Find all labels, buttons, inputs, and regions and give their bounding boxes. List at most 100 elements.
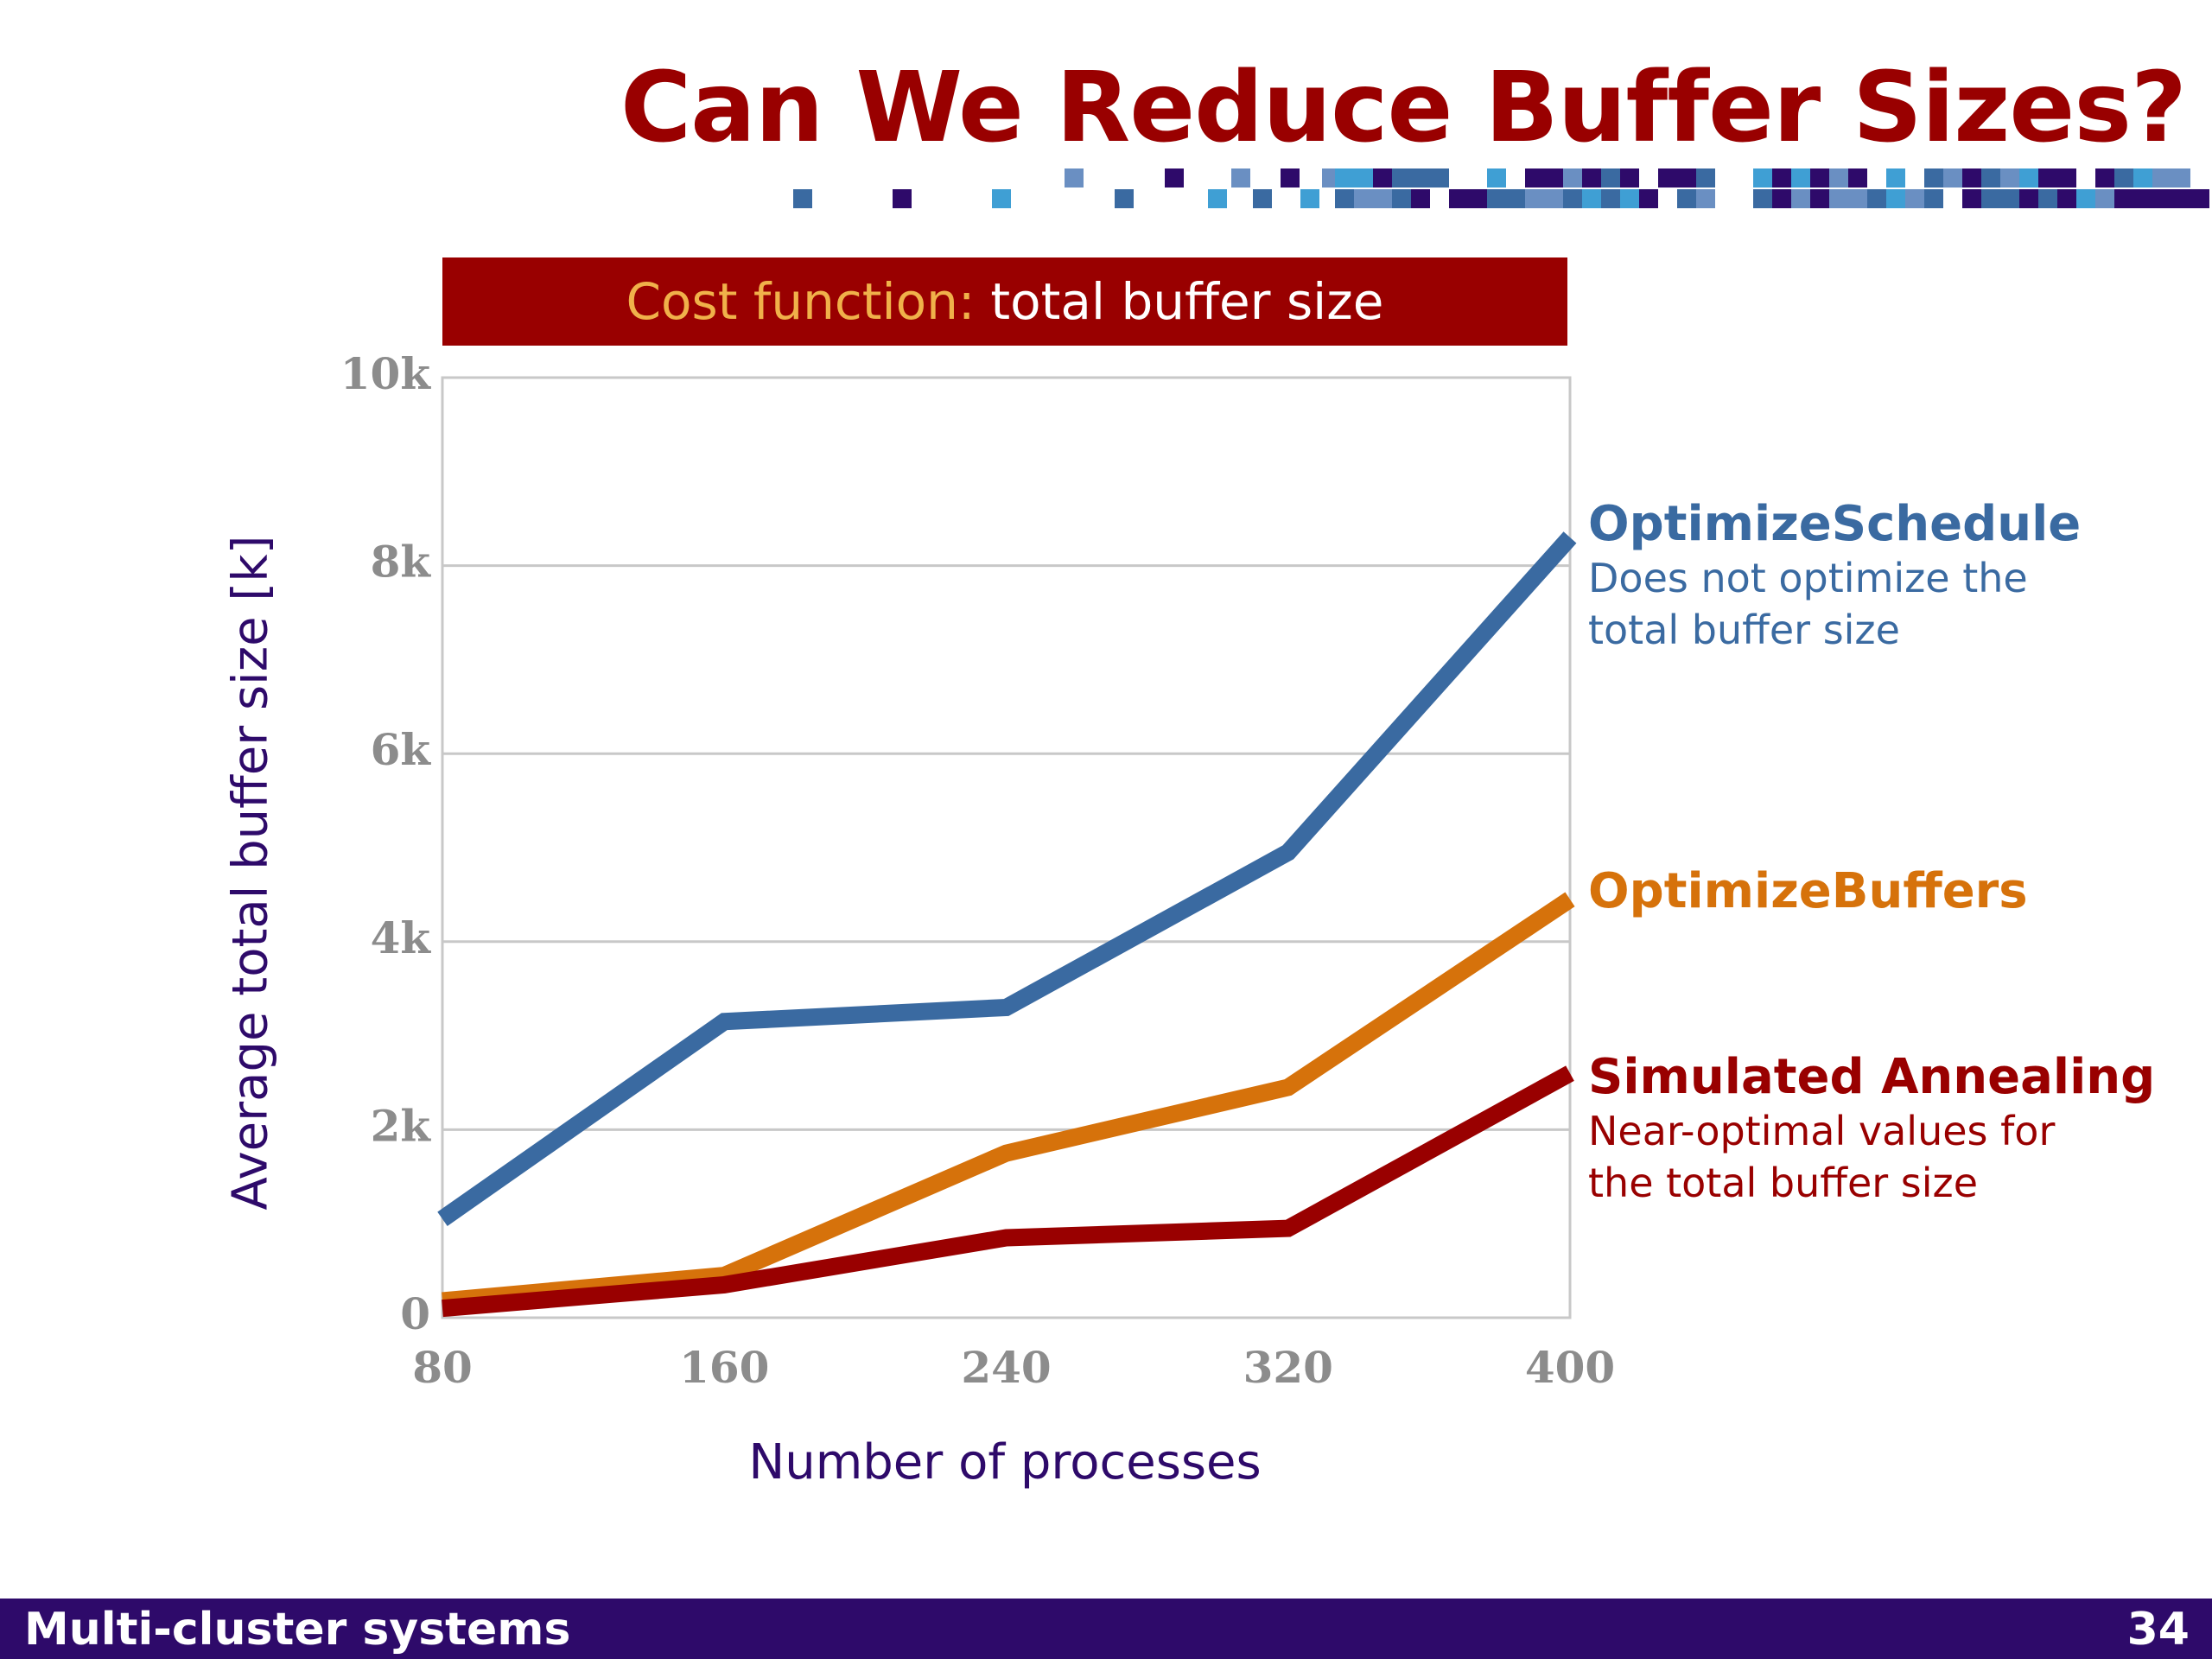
decorative-square-strip	[793, 168, 2209, 208]
decor-square	[2171, 189, 2190, 208]
decor-square	[1281, 168, 1300, 188]
x-tick-label: 80	[412, 1342, 473, 1393]
decor-square	[1253, 189, 1272, 208]
y-tick-label: 10k	[340, 348, 432, 399]
decor-square	[1943, 168, 1962, 188]
decor-square	[1449, 189, 1468, 208]
decor-square	[2095, 168, 2114, 188]
decor-square	[2000, 189, 2019, 208]
decor-square	[1601, 168, 1620, 188]
plot-area	[441, 376, 1572, 1319]
decor-square	[793, 189, 812, 208]
decor-square	[1525, 168, 1544, 188]
x-tick-label: 240	[961, 1342, 1051, 1393]
annotation-optimize-buffers: OptimizeBuffers	[1588, 864, 2028, 919]
decor-square	[1563, 189, 1582, 208]
annotation-line: Near-optimal values for	[1588, 1108, 2056, 1154]
decor-square	[1065, 168, 1084, 188]
decor-square	[1810, 168, 1829, 188]
decor-square	[893, 189, 912, 208]
annotation-line: total buffer size	[1588, 607, 1900, 653]
y-tick-label: 0	[400, 1288, 430, 1339]
decor-square	[2019, 168, 2038, 188]
x-tick-label: 400	[1525, 1342, 1615, 1393]
decor-square	[1335, 168, 1354, 188]
decor-square	[1354, 189, 1373, 208]
decor-square	[1924, 189, 1943, 208]
decor-square	[1115, 189, 1134, 208]
annotation-optimize-schedule: OptimizeSchedule Does not optimize the t…	[1588, 497, 2081, 656]
decor-square	[1848, 189, 1867, 208]
annotation-title: OptimizeBuffers	[1588, 863, 2028, 919]
decor-square	[2038, 168, 2057, 188]
decor-square	[2095, 189, 2114, 208]
decor-square	[1487, 168, 1506, 188]
decor-square	[2190, 189, 2209, 208]
decor-square	[1772, 189, 1791, 208]
decor-square	[1886, 168, 1905, 188]
footer-title: Multi-cluster systems	[24, 1604, 571, 1656]
y-tick-label: 2k	[371, 1100, 432, 1151]
decor-square	[1924, 168, 1943, 188]
decor-square	[1620, 168, 1639, 188]
series-line-optimizeschedule	[437, 531, 1577, 1226]
decor-square	[1962, 189, 1981, 208]
decor-square	[1487, 189, 1506, 208]
decor-square	[1886, 189, 1905, 208]
decor-square	[992, 189, 1011, 208]
decor-square	[1373, 168, 1392, 188]
decor-square	[1677, 189, 1696, 208]
y-axis-label: Average total buffer size [k]	[222, 535, 279, 1211]
decor-square	[1430, 168, 1449, 188]
annotation-line: the total buffer size	[1588, 1160, 1978, 1206]
series-line-optimizebuffers	[442, 892, 1575, 1310]
decor-square	[1677, 168, 1696, 188]
x-tick-label: 320	[1243, 1342, 1333, 1393]
decor-square	[1392, 168, 1411, 188]
decor-square	[1544, 189, 1563, 208]
decor-square	[2152, 189, 2171, 208]
decor-square	[1772, 168, 1791, 188]
decor-square	[1582, 168, 1601, 188]
decor-square	[1335, 189, 1354, 208]
decor-square	[1981, 189, 2000, 208]
decor-square	[1848, 168, 1867, 188]
decor-square	[2133, 189, 2152, 208]
decor-square	[1905, 189, 1924, 208]
x-tick-label: 160	[679, 1342, 769, 1393]
decor-square	[2152, 168, 2171, 188]
decor-square	[1620, 189, 1639, 208]
cost-function-banner: Cost function: total buffer size	[442, 257, 1567, 346]
decor-square	[1981, 168, 2000, 188]
decor-square	[2114, 168, 2133, 188]
decor-square	[1753, 189, 1772, 208]
decor-square	[1392, 189, 1411, 208]
y-tick-label: 6k	[371, 724, 432, 775]
page-number: 34	[2126, 1604, 2190, 1656]
decor-square	[1791, 189, 1810, 208]
decor-square	[2171, 168, 2190, 188]
decor-square	[1867, 189, 1886, 208]
decor-square	[1962, 168, 1981, 188]
decor-square	[1208, 189, 1227, 208]
decor-square	[1658, 168, 1677, 188]
decor-square	[1810, 189, 1829, 208]
decor-square	[1506, 189, 1525, 208]
decor-square	[1601, 189, 1620, 208]
decor-square	[1639, 189, 1658, 208]
decor-square	[1525, 189, 1544, 208]
decor-square	[1753, 168, 1772, 188]
decor-square	[1791, 168, 1810, 188]
decor-square	[2057, 189, 2076, 208]
decor-square	[1165, 168, 1184, 188]
footer-bar: Multi-cluster systems 34	[0, 1599, 2212, 1659]
annotation-simulated-annealing: Simulated Annealing Near-optimal values …	[1588, 1050, 2155, 1209]
annotation-title: Simulated Annealing	[1588, 1049, 2156, 1105]
y-tick-label: 8k	[371, 537, 432, 588]
decor-square	[2114, 189, 2133, 208]
decor-square	[2038, 189, 2057, 208]
decor-square	[1373, 189, 1392, 208]
slide-title: Can We Reduce Buffer Sizes?	[620, 52, 2187, 164]
decor-square	[2057, 168, 2076, 188]
